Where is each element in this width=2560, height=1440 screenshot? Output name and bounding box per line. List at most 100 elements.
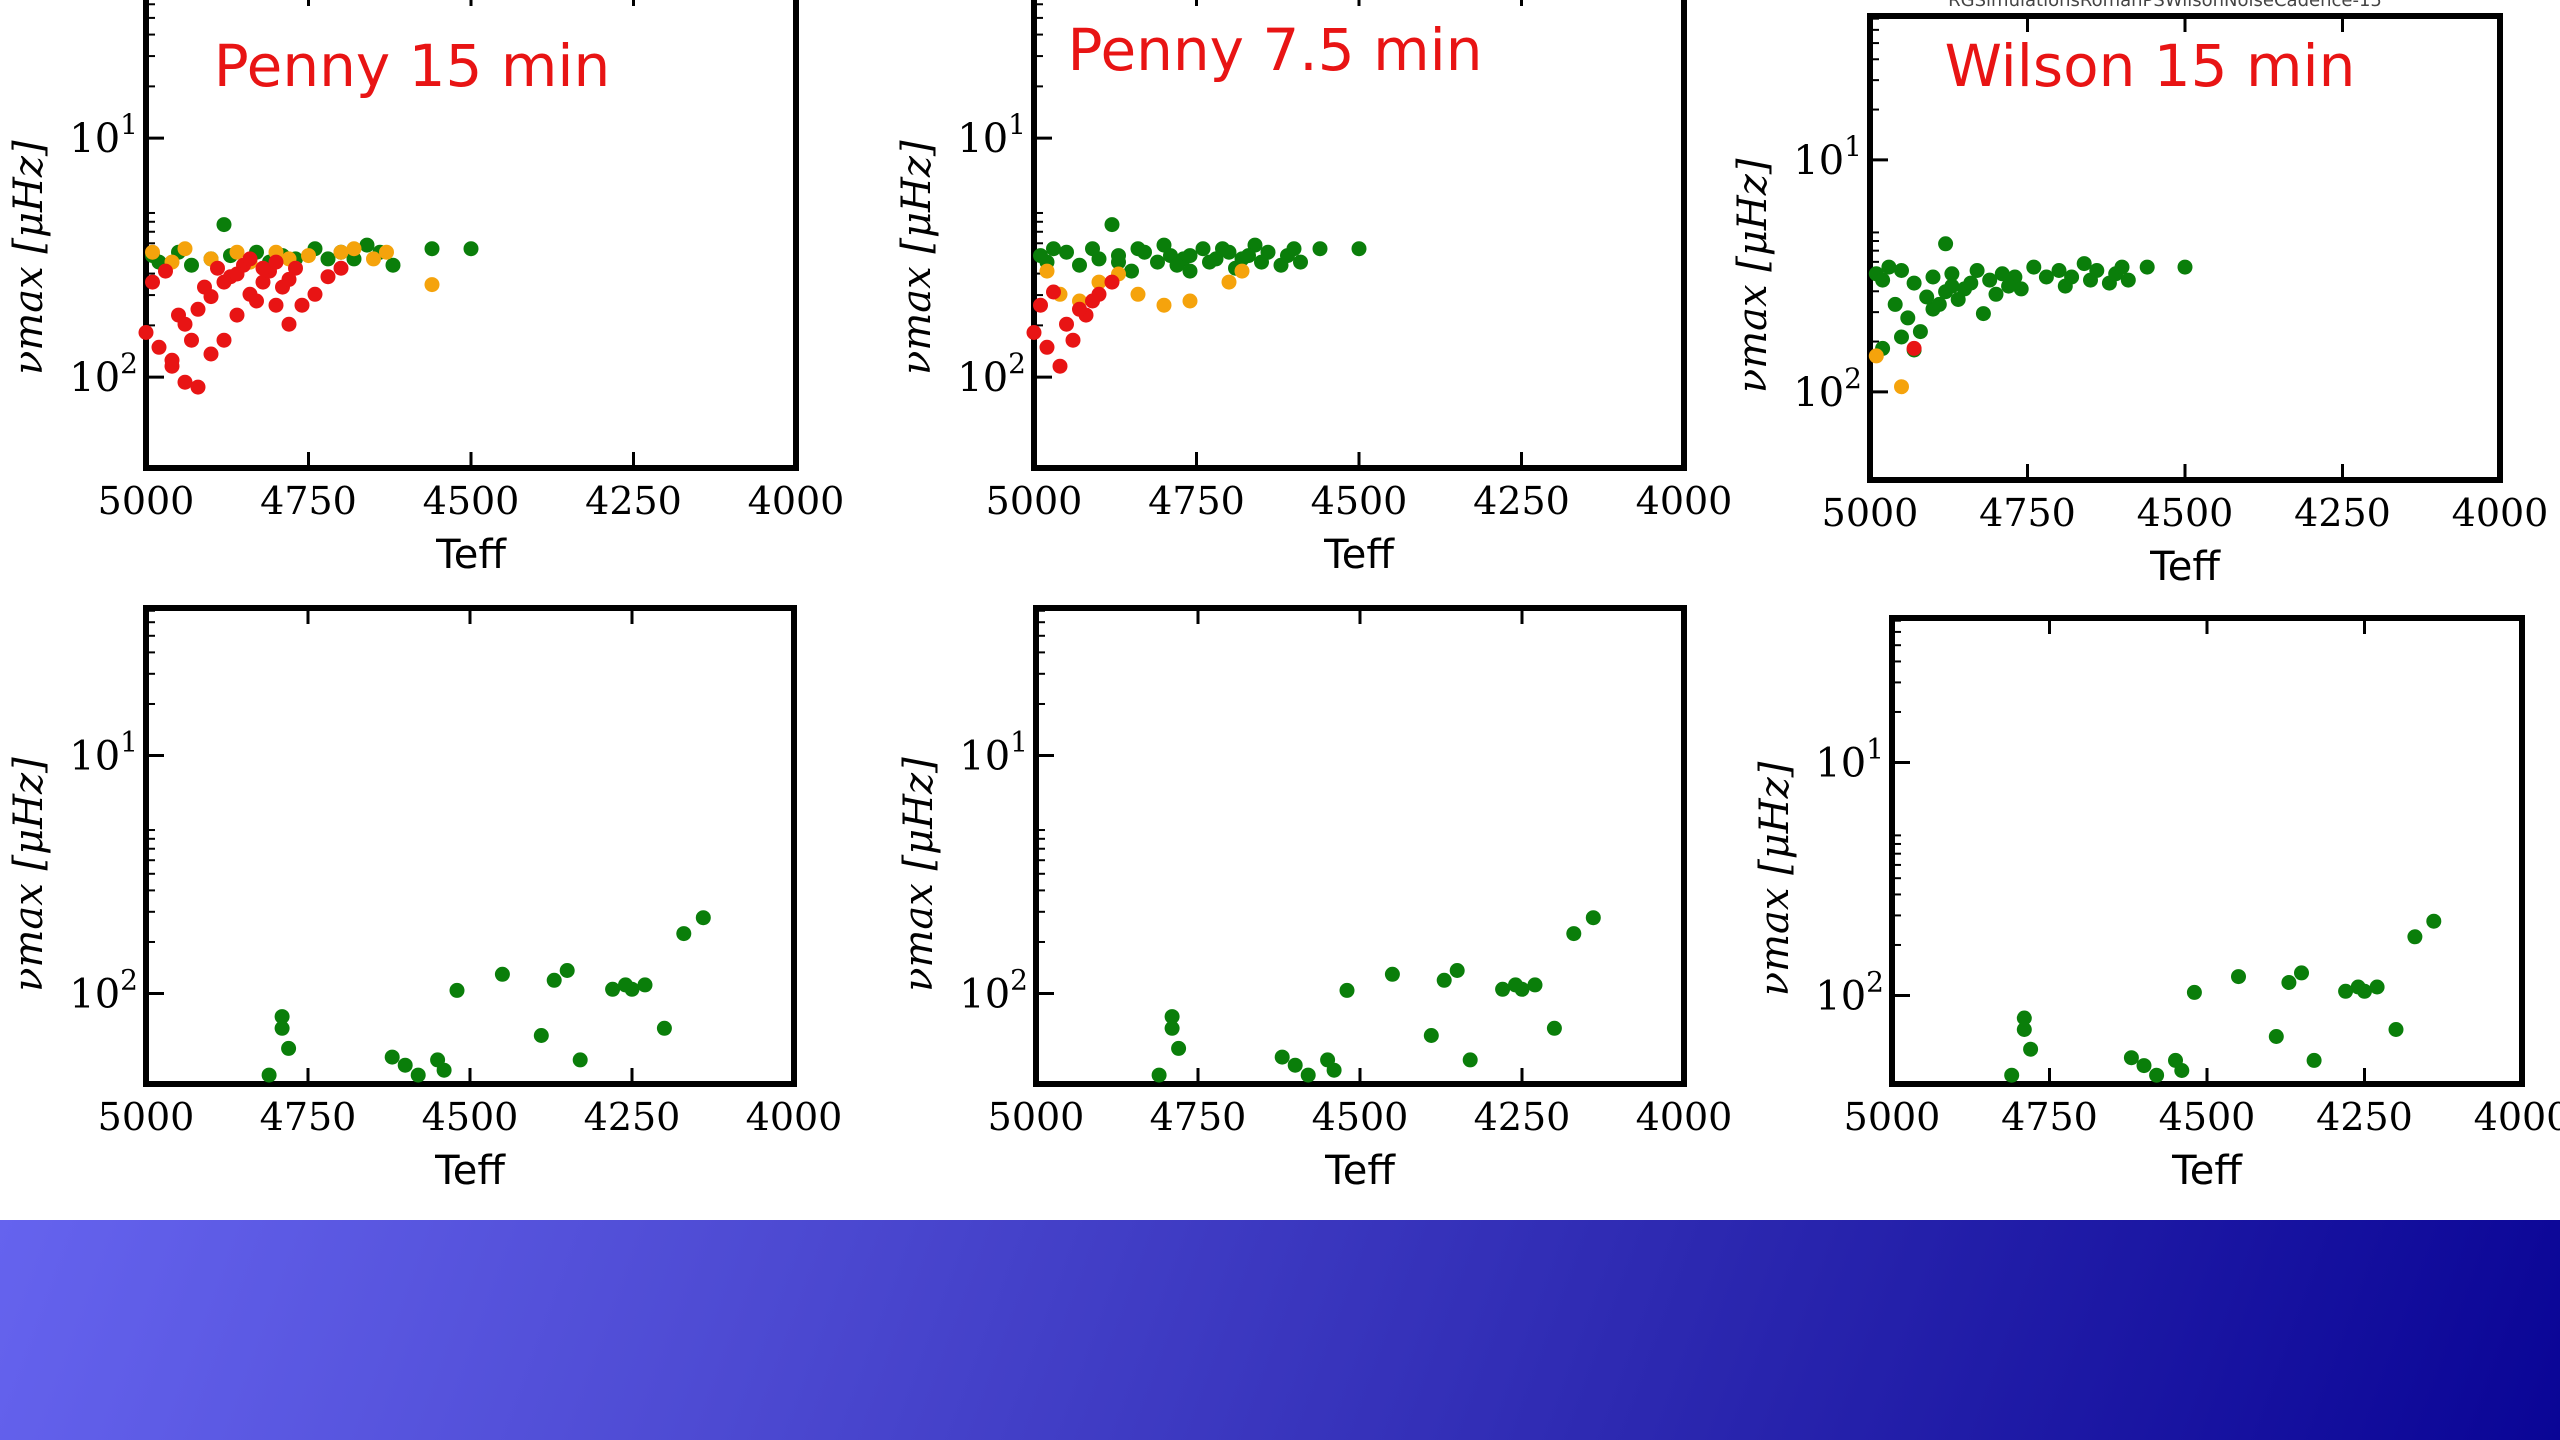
x-axis-label: Teff — [435, 532, 507, 578]
data-point — [190, 301, 206, 317]
x-tick-label: 4000 — [746, 1095, 843, 1139]
data-point — [145, 244, 160, 260]
data-point — [1462, 1052, 1478, 1068]
data-point — [2016, 1010, 2032, 1026]
data-point — [695, 910, 711, 926]
data-point — [1111, 254, 1126, 270]
data-point — [1156, 237, 1172, 253]
x-tick-label: 4500 — [422, 1095, 519, 1139]
x-tick-label: 4000 — [1636, 1095, 1733, 1139]
data-point — [1527, 977, 1543, 993]
y-tick-label: 101 — [959, 726, 1028, 780]
data-point — [1274, 1049, 1290, 1065]
scatter-panel-2: 5000 4750 4500 4250 4000 101 102 Teff νmax [μHz]… — [894, 0, 1732, 578]
data-point — [385, 257, 401, 273]
data-point — [184, 332, 199, 348]
data-point — [1975, 306, 1991, 322]
x-tick-label: 5000 — [1844, 1095, 1941, 1139]
data-point — [2038, 269, 2054, 285]
data-point — [288, 260, 303, 276]
data-point — [1052, 358, 1068, 374]
data-point — [1156, 297, 1172, 313]
data-point — [1171, 1040, 1187, 1056]
data-point — [1286, 241, 1302, 257]
data-point — [2064, 269, 2080, 285]
footer-gradient-band — [0, 1220, 2560, 1440]
data-point — [1033, 297, 1048, 313]
data-point — [1151, 1067, 1167, 1083]
panel-title: Penny 7.5 min — [1068, 16, 1483, 84]
data-point — [2123, 1050, 2139, 1066]
x-tick-label: 4000 — [748, 479, 845, 523]
x-tick-label: 5000 — [986, 479, 1083, 523]
data-point — [1423, 1028, 1439, 1043]
data-point — [2013, 281, 2029, 297]
data-point — [1182, 263, 1198, 279]
x-tick-label: 4000 — [1636, 479, 1733, 523]
x-axis-label: Teff — [434, 1148, 506, 1194]
data-points — [1151, 910, 1601, 1083]
data-point — [333, 244, 349, 260]
data-point — [1351, 241, 1367, 257]
x-tick-label: 4000 — [2474, 1095, 2560, 1139]
data-point — [203, 346, 219, 362]
data-point — [2281, 975, 2297, 990]
x-axis-label: Teff — [2171, 1148, 2243, 1194]
data-point — [1339, 982, 1355, 998]
data-point — [294, 297, 310, 313]
plots-canvas: RGSimulationsRomanPSWilsonNoiseCadence-1… — [6, 0, 2560, 1194]
data-point — [424, 241, 440, 257]
x-axis-label: Teff — [1324, 1148, 1396, 1194]
y-axis-label: νmax [μHz] — [6, 140, 52, 375]
data-point — [1944, 266, 1960, 282]
x-tick-label: 4250 — [585, 479, 682, 523]
data-point — [2136, 1058, 2152, 1074]
data-point — [1320, 1052, 1336, 1068]
data-point — [1059, 316, 1074, 332]
data-point — [1875, 272, 1891, 288]
data-point — [2350, 979, 2366, 995]
figure-stage: RGSimulationsRomanPSWilsonNoiseCadence-1… — [6, 0, 2560, 1194]
data-point — [676, 926, 692, 942]
data-point — [1287, 1057, 1303, 1073]
x-axis-label: Teff — [2149, 544, 2221, 590]
y-axis-label: νmax [μHz] — [6, 757, 52, 992]
data-point — [2089, 263, 2105, 278]
data-point — [261, 1067, 277, 1083]
y-tick-label: 102 — [959, 964, 1028, 1018]
data-point — [255, 274, 271, 290]
y-tick-label: 101 — [1815, 732, 1884, 786]
data-point — [1130, 286, 1146, 302]
data-point — [533, 1028, 549, 1043]
data-point — [1046, 241, 1061, 257]
data-point — [216, 274, 232, 290]
data-point — [346, 241, 362, 257]
data-point — [1881, 259, 1897, 275]
data-point — [1085, 293, 1100, 309]
data-point — [1546, 1020, 1562, 1036]
data-point — [333, 260, 349, 276]
x-tick-label: 4250 — [2316, 1095, 2413, 1139]
data-point — [618, 977, 633, 993]
data-point — [2306, 1052, 2322, 1068]
data-point — [249, 293, 264, 309]
x-tick-label: 4500 — [2159, 1095, 2256, 1139]
data-point — [1202, 254, 1217, 270]
data-point — [1944, 278, 1960, 294]
data-point — [1912, 324, 1928, 340]
data-point — [2120, 272, 2136, 288]
data-points — [1026, 217, 1367, 374]
data-point — [2177, 259, 2193, 275]
data-point — [1182, 293, 1198, 309]
data-point — [274, 1009, 290, 1025]
data-point — [463, 241, 479, 257]
plot-frame — [1033, 605, 1687, 1087]
data-point — [229, 266, 245, 282]
data-point — [1182, 248, 1198, 264]
data-point — [449, 982, 465, 998]
data-point — [145, 274, 160, 290]
data-point — [1931, 296, 1947, 312]
data-point — [2051, 263, 2067, 278]
x-tick-label: 4500 — [1311, 479, 1408, 523]
data-point — [397, 1057, 413, 1073]
